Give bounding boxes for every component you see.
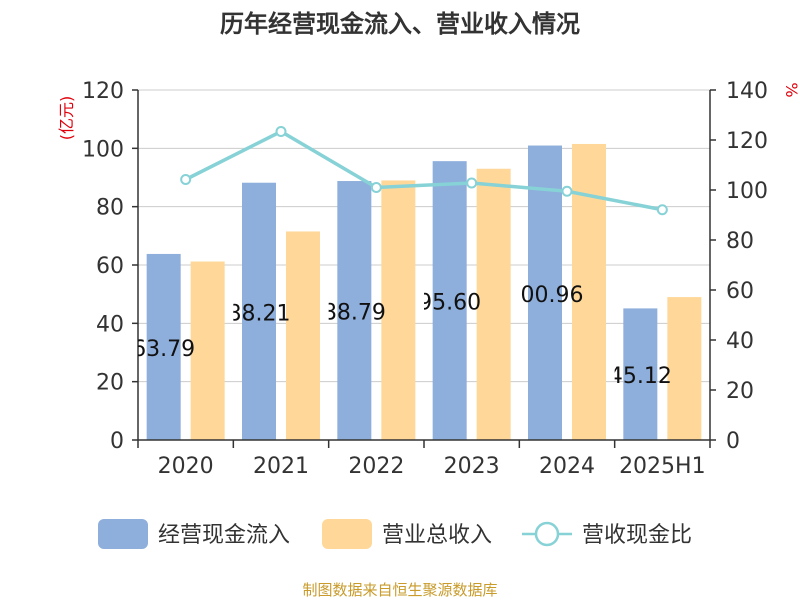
ratio-line-path <box>184 129 663 212</box>
cash-inflow-bar <box>432 161 467 440</box>
revenue-bar <box>667 297 702 440</box>
legend-swatch-revenue <box>322 519 372 549</box>
ratio-point <box>370 182 382 193</box>
right-tick-label: 100 <box>726 179 768 204</box>
ratio-line <box>180 126 668 216</box>
legend-swatch-marker <box>534 521 560 547</box>
left-tick-label: 0 <box>110 429 124 454</box>
ratio-point <box>561 185 573 197</box>
axes: 0 20 40 60 80 100 120 0 20 40 60 80 100 120 140 2020 202… <box>82 79 768 479</box>
ratio-point <box>466 177 478 189</box>
revenue-bar <box>381 180 416 440</box>
right-tick-label: 80 <box>726 229 754 254</box>
right-axis-label: % <box>782 82 800 97</box>
bar-value-label: 63.79 <box>132 337 195 362</box>
x-tick-label: 2024 <box>539 454 595 479</box>
cash-inflow-bar <box>242 182 276 441</box>
cash-inflow-bar <box>528 145 562 441</box>
cash-inflow-bar <box>146 253 181 440</box>
left-tick-label: 120 <box>82 79 124 104</box>
grid-lines <box>138 89 710 383</box>
chart-title: 历年经营现金流入、营业收入情况 <box>220 10 580 38</box>
bar-value-label: 45.12 <box>609 364 672 389</box>
x-tick-label: 2023 <box>444 454 500 479</box>
left-tick-label: 40 <box>96 312 124 337</box>
bar-value-label: 100.96 <box>507 283 584 308</box>
right-tick-label: 140 <box>726 79 768 104</box>
left-axis-label: (亿元) <box>57 96 76 141</box>
revenue-bar <box>190 261 225 440</box>
left-tick-label: 60 <box>96 254 124 279</box>
bar-value-label: 88.21 <box>228 301 291 326</box>
x-tick-label: 2022 <box>348 454 404 479</box>
right-tick-label: 20 <box>726 379 754 404</box>
ratio-point <box>656 204 668 216</box>
ratio-point <box>180 174 192 185</box>
ratio-point <box>275 126 287 137</box>
revenue-bar <box>476 168 511 440</box>
left-tick-label: 20 <box>96 371 124 396</box>
revenue-bar <box>286 231 320 440</box>
cash-inflow-bar <box>623 308 658 440</box>
x-tick-label: 2025H1 <box>619 454 706 479</box>
right-tick-label: 40 <box>726 329 754 354</box>
legend-label: 经营现金流入 <box>158 523 290 548</box>
bars <box>146 143 702 441</box>
right-tick-label: 60 <box>726 279 754 304</box>
right-tick-label: 0 <box>726 429 740 454</box>
legend-label: 营业总收入 <box>382 523 492 548</box>
cash-inflow-bar <box>337 181 372 440</box>
data-labels: 63.79 88.21 88.79 95.60 100.96 45.12 <box>132 283 672 389</box>
left-tick-label: 100 <box>82 137 124 162</box>
legend-swatch-cash-inflow <box>98 519 148 549</box>
x-tick-label: 2021 <box>253 454 309 479</box>
bar-value-label: 95.60 <box>418 291 481 316</box>
left-tick-label: 80 <box>96 196 124 221</box>
x-tick-label: 2020 <box>158 454 214 479</box>
legend: 经营现金流入 营业总收入 营收现金比 <box>98 519 692 549</box>
bar-value-label: 88.79 <box>323 301 386 326</box>
source-note: 制图数据来自恒生聚源数据库 <box>302 581 497 599</box>
right-tick-label: 120 <box>726 129 768 154</box>
legend-label: 营收现金比 <box>582 523 692 548</box>
